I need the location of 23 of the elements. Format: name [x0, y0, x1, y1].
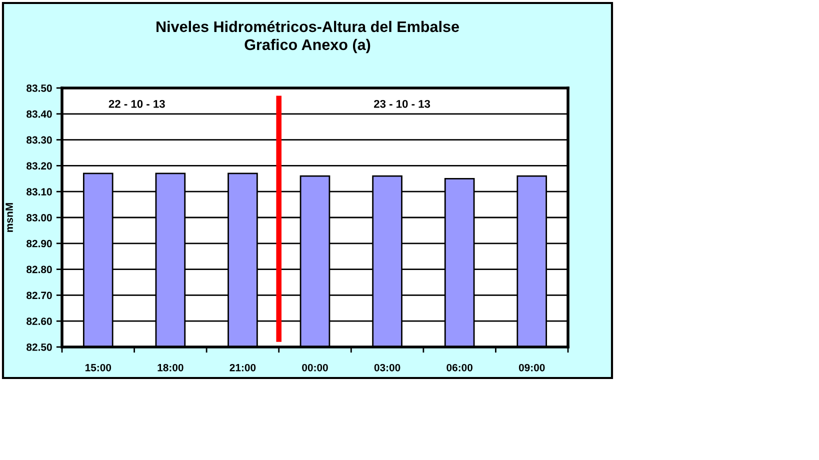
annotation: 23 - 10 - 13: [374, 100, 430, 108]
annotation: 22 - 10 - 13: [108, 100, 165, 108]
x-tick-label: 18:00: [158, 364, 184, 372]
chart-subtitle: Grafico Anexo (a): [244, 38, 370, 54]
y-tick-label: 83.00: [26, 214, 52, 222]
y-axis-title: msnM: [6, 203, 13, 232]
y-tick-label: 83.50: [26, 84, 52, 92]
y-tick-label: 82.60: [26, 318, 52, 325]
x-tick-label: 06:00: [446, 364, 472, 372]
x-tick-label: 03:00: [374, 364, 400, 372]
y-tick-label: 82.80: [26, 266, 52, 274]
y-tick-label: 83.40: [26, 110, 52, 118]
x-tick-label: 09:00: [518, 364, 545, 372]
y-tick-label: 82.90: [26, 240, 52, 248]
y-tick-label: 83.20: [26, 162, 52, 170]
y-tick-label: 83.10: [26, 188, 52, 196]
x-tick-label: 00:00: [302, 364, 328, 372]
chart-title: Niveles Hidrométricos-Altura del Embalse: [156, 20, 459, 32]
x-tick-label: 21:00: [230, 364, 256, 372]
y-tick-label: 83.30: [26, 136, 52, 144]
y-tick-label: 82.70: [26, 292, 52, 300]
x-tick-label: 15:00: [85, 364, 112, 372]
y-tick-label: 82.50: [26, 344, 52, 351]
